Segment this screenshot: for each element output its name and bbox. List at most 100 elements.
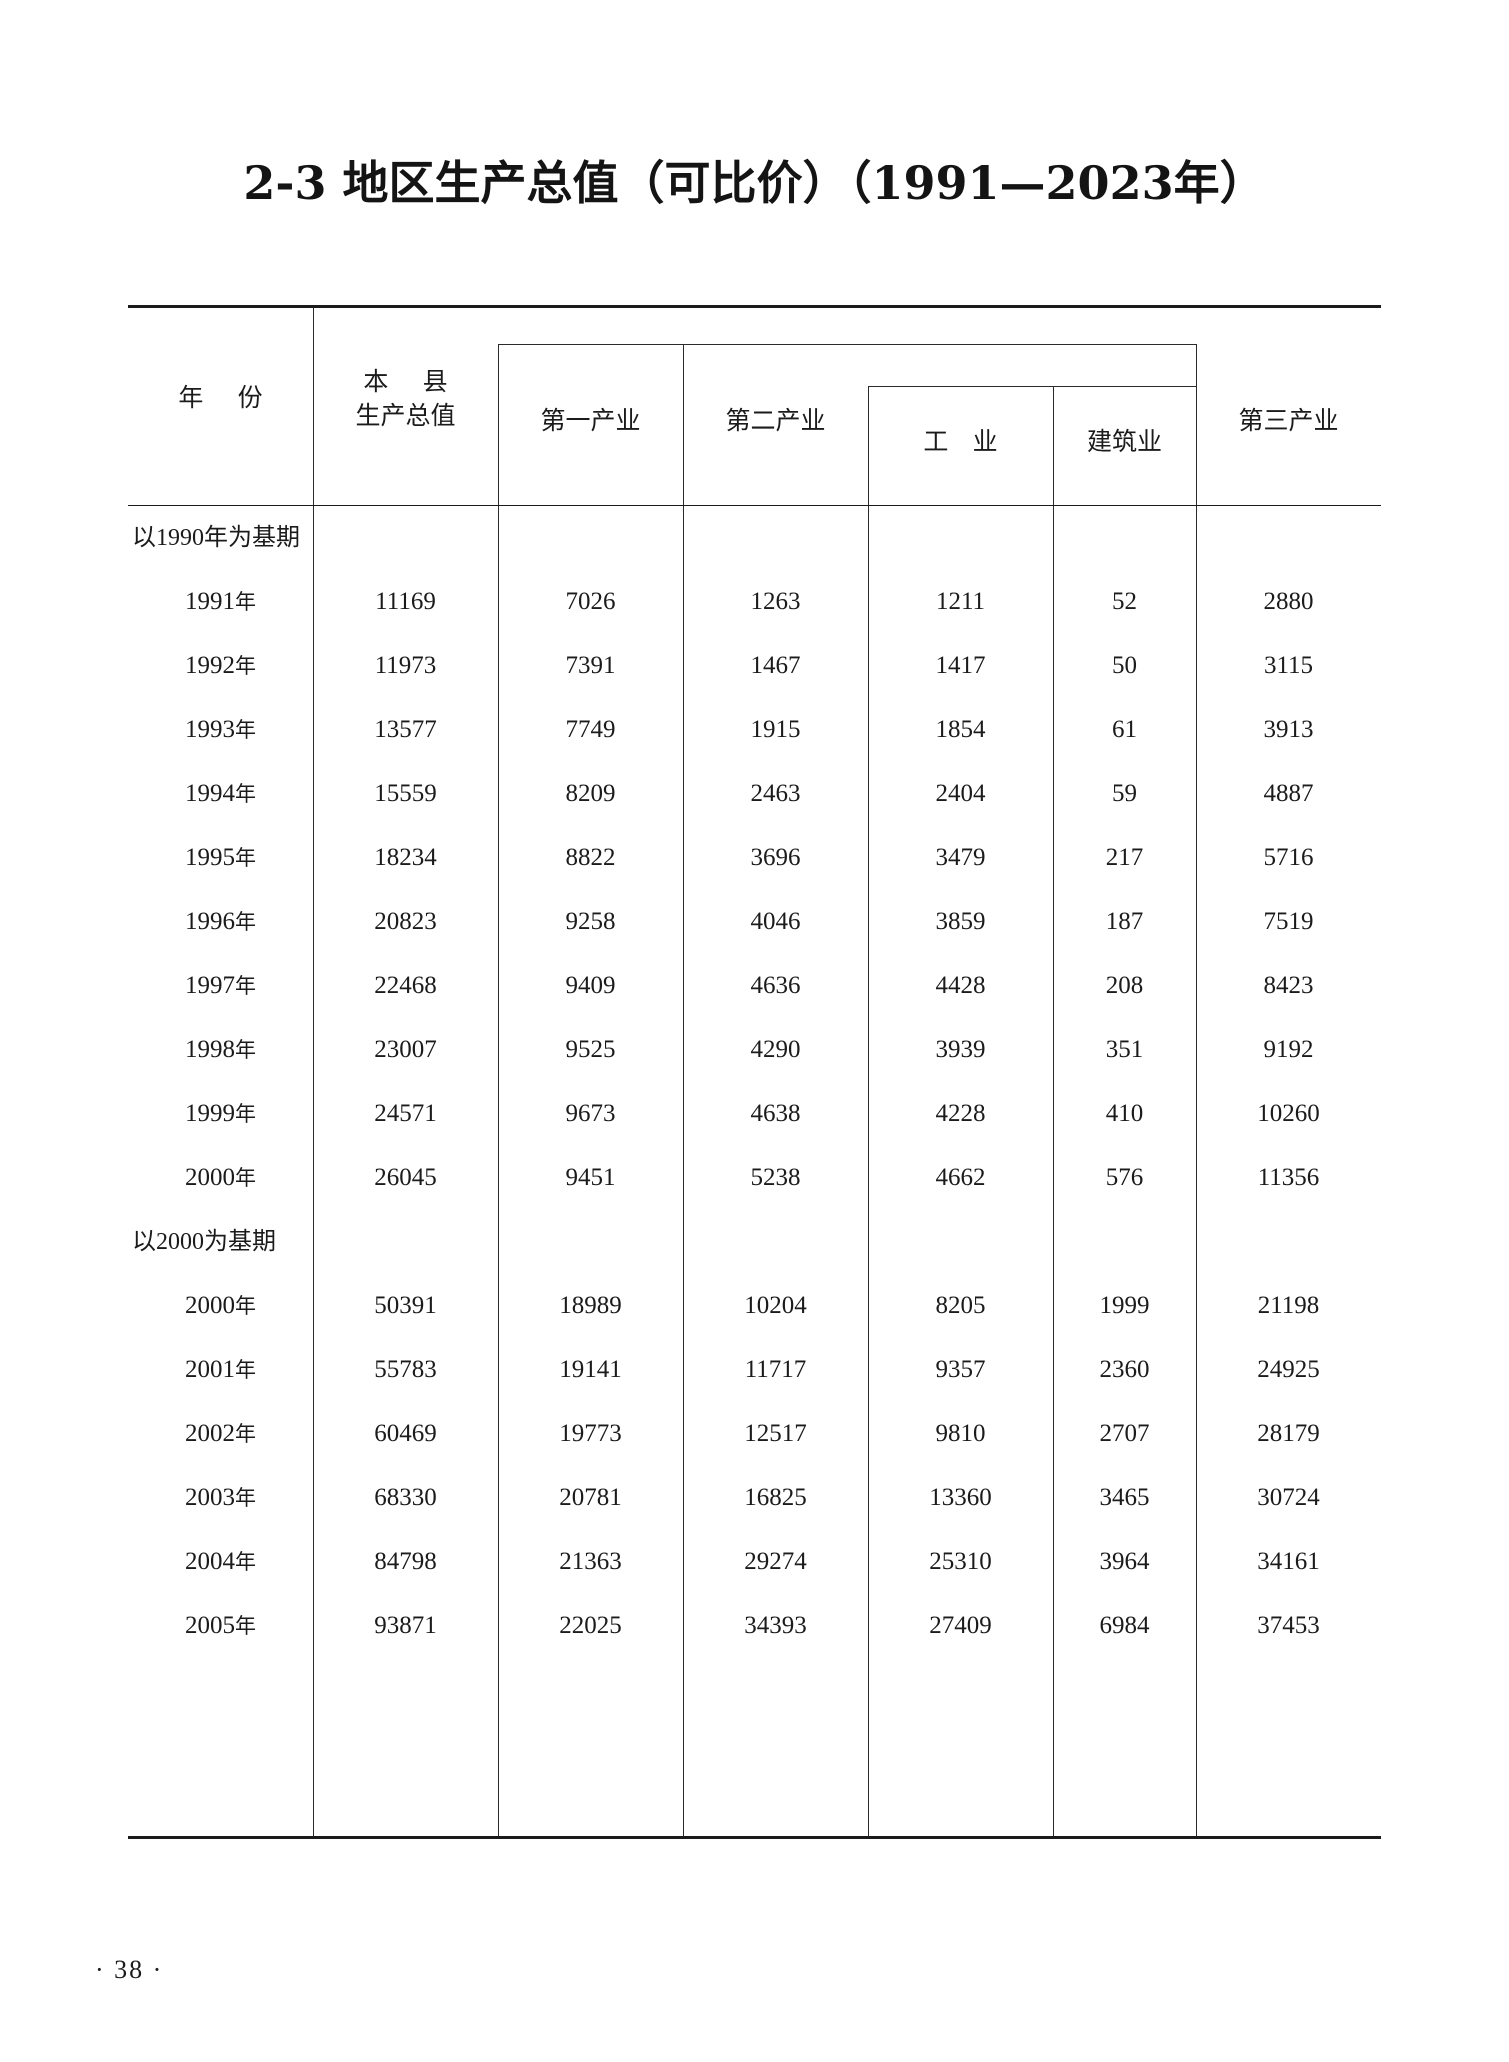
cell-county-gdp: 93871 xyxy=(374,1612,437,1639)
cell-construction: 3465 xyxy=(1099,1484,1150,1511)
body-rule-4 xyxy=(868,506,869,1836)
header-county-gdp-line2: 生产总值 xyxy=(355,403,456,430)
cell-primary-industry: 18989 xyxy=(559,1292,622,1319)
cell-construction: 61 xyxy=(1112,716,1137,743)
cell-construction: 217 xyxy=(1105,844,1144,871)
cell-primary-industry: 8209 xyxy=(565,780,616,807)
cell-industry: 4228 xyxy=(935,1100,986,1127)
cell-construction: 576 xyxy=(1105,1164,1144,1191)
cell-industry: 9810 xyxy=(935,1420,986,1447)
table-row: 1995年 18234 8822 3696 3479 217 5716 xyxy=(128,826,1381,890)
cell-secondary-industry: 1263 xyxy=(750,588,801,615)
cell-primary-industry: 9451 xyxy=(565,1164,616,1191)
cell-county-gdp: 60469 xyxy=(374,1420,437,1447)
cell-secondary-industry: 2463 xyxy=(750,780,801,807)
cell-year: 1999年 xyxy=(185,1100,256,1127)
cell-primary-industry: 21363 xyxy=(559,1548,622,1575)
table-bottom-rule xyxy=(128,1836,1381,1839)
header-tertiary-industry: 第三产业 xyxy=(1238,408,1339,435)
cell-tertiary-industry: 7519 xyxy=(1263,908,1314,935)
cell-tertiary-industry: 4887 xyxy=(1263,780,1314,807)
cell-industry: 8205 xyxy=(935,1292,986,1319)
cell-primary-industry: 19141 xyxy=(559,1356,622,1383)
table-header: 年 份 本 县 生产总值 第一产业 第二产业 工 业 建筑业 第三产业 xyxy=(128,308,1381,506)
cell-tertiary-industry: 3115 xyxy=(1263,652,1314,679)
table-body: 以1990年为基期 1991年 11169 7026 1263 1211 52 2880 199… xyxy=(128,506,1381,1836)
cell-secondary-industry: 29274 xyxy=(744,1548,807,1575)
cell-secondary-industry: 5238 xyxy=(750,1164,801,1191)
cell-year: 2001年 xyxy=(185,1356,256,1383)
table-row: 1994年 15559 8209 2463 2404 59 4887 xyxy=(128,762,1381,826)
cell-year: 1997年 xyxy=(185,972,256,999)
cell-tertiary-industry: 2880 xyxy=(1263,588,1314,615)
page-footer: · 38 · xyxy=(95,1955,164,1984)
cell-year: 2004年 xyxy=(185,1548,256,1575)
cell-county-gdp: 24571 xyxy=(374,1100,437,1127)
table-row: 1997年 22468 9409 4636 4428 208 8423 xyxy=(128,954,1381,1018)
base-period-label: 以1990年为基期 xyxy=(132,525,300,551)
cell-primary-industry: 22025 xyxy=(559,1612,622,1639)
cell-tertiary-industry: 5716 xyxy=(1263,844,1314,871)
cell-tertiary-industry: 11356 xyxy=(1257,1164,1320,1191)
cell-county-gdp: 23007 xyxy=(374,1036,437,1063)
header-year: 年 份 xyxy=(178,385,277,412)
cell-secondary-industry: 4636 xyxy=(750,972,801,999)
header-rule-3 xyxy=(683,344,684,506)
header-rule-5 xyxy=(1053,386,1054,506)
cell-tertiary-industry: 37453 xyxy=(1257,1612,1320,1639)
cell-tertiary-industry: 34161 xyxy=(1257,1548,1320,1575)
cell-tertiary-industry: 3913 xyxy=(1263,716,1314,743)
cell-primary-industry: 7749 xyxy=(565,716,616,743)
cell-secondary-industry: 10204 xyxy=(744,1292,807,1319)
cell-construction: 50 xyxy=(1112,652,1137,679)
base-period-label: 以2000为基期 xyxy=(132,1229,276,1255)
base-period-label-row: 以1990年为基期 xyxy=(128,506,1381,570)
cell-year: 1998年 xyxy=(185,1036,256,1063)
cell-construction: 187 xyxy=(1105,908,1144,935)
cell-primary-industry: 7026 xyxy=(565,588,616,615)
cell-county-gdp: 68330 xyxy=(374,1484,437,1511)
header-rule-6 xyxy=(1196,344,1197,506)
cell-year: 2000年 xyxy=(185,1292,256,1319)
cell-construction: 410 xyxy=(1105,1100,1144,1127)
cell-primary-industry: 9673 xyxy=(565,1100,616,1127)
cell-secondary-industry: 16825 xyxy=(744,1484,807,1511)
cell-construction: 1999 xyxy=(1099,1292,1150,1319)
page-title: 2-3 地区生产总值（可比价）（1991—2023年） xyxy=(243,156,1266,210)
cell-construction: 52 xyxy=(1112,588,1137,615)
header-primary-industry: 第一产业 xyxy=(540,408,641,435)
cell-construction: 6984 xyxy=(1099,1612,1150,1639)
table-top-rule xyxy=(128,305,1381,308)
cell-primary-industry: 7391 xyxy=(565,652,616,679)
cell-construction: 2360 xyxy=(1099,1356,1150,1383)
cell-secondary-industry: 4290 xyxy=(750,1036,801,1063)
cell-tertiary-industry: 24925 xyxy=(1257,1356,1320,1383)
cell-secondary-industry: 1467 xyxy=(750,652,801,679)
cell-secondary-industry: 4046 xyxy=(750,908,801,935)
statistics-table: 年 份 本 县 生产总值 第一产业 第二产业 工 业 建筑业 第三产业 以199… xyxy=(128,305,1381,1839)
cell-tertiary-industry: 8423 xyxy=(1263,972,1314,999)
cell-construction: 208 xyxy=(1105,972,1144,999)
cell-industry: 13360 xyxy=(929,1484,992,1511)
table-row: 1998年 23007 9525 4290 3939 351 9192 xyxy=(128,1018,1381,1082)
cell-secondary-industry: 3696 xyxy=(750,844,801,871)
body-rule-5 xyxy=(1053,506,1054,1836)
cell-tertiary-industry: 28179 xyxy=(1257,1420,1320,1447)
cell-secondary-industry: 12517 xyxy=(744,1420,807,1447)
header-rule-1 xyxy=(313,308,314,506)
header-bottom-rule xyxy=(128,505,1381,506)
table-row: 1996年 20823 9258 4046 3859 187 7519 xyxy=(128,890,1381,954)
header-county-gdp-line1: 本 县 xyxy=(363,369,462,396)
cell-tertiary-industry: 30724 xyxy=(1257,1484,1320,1511)
cell-primary-industry: 20781 xyxy=(559,1484,622,1511)
cell-county-gdp: 55783 xyxy=(374,1356,437,1383)
cell-year: 2000年 xyxy=(185,1164,256,1191)
cell-construction: 59 xyxy=(1112,780,1137,807)
base-period-label-row: 以2000为基期 xyxy=(128,1210,1381,1274)
header-rule-2 xyxy=(498,344,499,506)
cell-industry: 2404 xyxy=(935,780,986,807)
table-row: 2005年 93871 22025 34393 27409 6984 37453 xyxy=(128,1594,1381,1658)
table-row: 1991年 11169 7026 1263 1211 52 2880 xyxy=(128,570,1381,634)
body-rule-1 xyxy=(313,506,314,1836)
